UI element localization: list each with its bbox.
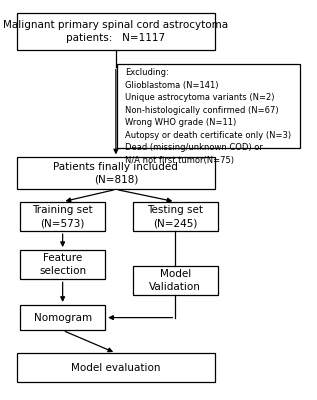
Text: Model evaluation: Model evaluation <box>71 363 161 373</box>
Text: Nomogram: Nomogram <box>34 313 92 322</box>
Bar <box>20 202 105 231</box>
Text: Training set
(N=573): Training set (N=573) <box>32 205 93 228</box>
Bar <box>20 305 105 330</box>
Text: Patients finally included
(N=818): Patients finally included (N=818) <box>54 162 178 185</box>
Bar <box>117 64 300 148</box>
Bar <box>17 353 215 382</box>
Bar <box>20 250 105 279</box>
Text: Malignant primary spinal cord astrocytoma
patients:   N=1117: Malignant primary spinal cord astrocytom… <box>3 20 229 43</box>
Text: Feature
selection: Feature selection <box>39 253 86 276</box>
Text: Model
Validation: Model Validation <box>149 269 201 292</box>
Bar <box>133 266 218 295</box>
Bar <box>133 202 218 231</box>
Text: Excluding:
Glioblastoma (N=141)
Unique astrocytoma variants (N=2)
Non-histologic: Excluding: Glioblastoma (N=141) Unique a… <box>125 68 291 165</box>
Bar <box>17 157 215 190</box>
Text: Testing set
(N=245): Testing set (N=245) <box>147 205 203 228</box>
Bar <box>17 13 215 50</box>
